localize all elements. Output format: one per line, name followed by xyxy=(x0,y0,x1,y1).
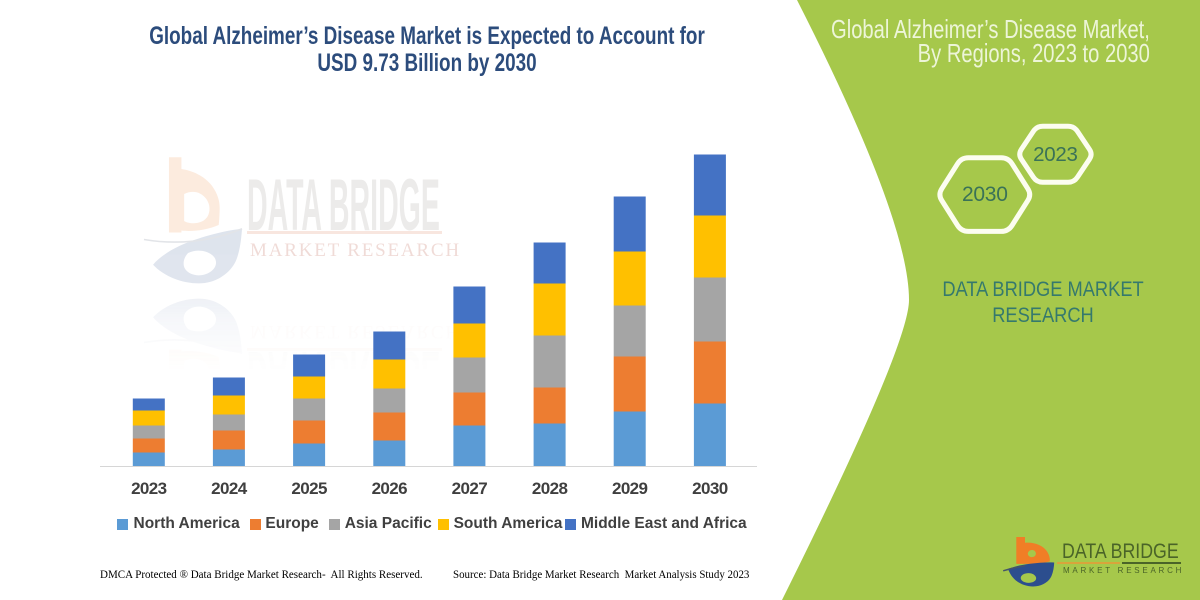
svg-text:2023: 2023 xyxy=(1033,143,1078,166)
svg-text:2030: 2030 xyxy=(962,183,1008,206)
